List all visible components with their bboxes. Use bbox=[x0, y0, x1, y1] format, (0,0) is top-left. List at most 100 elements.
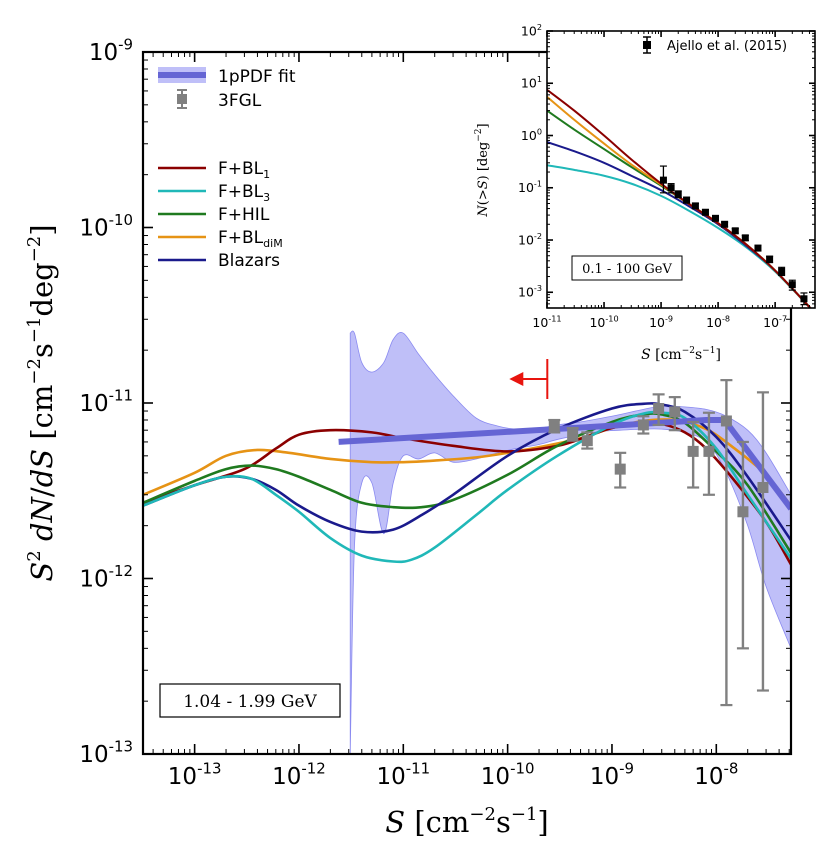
x-tick-label: 10-7 bbox=[763, 313, 787, 330]
x-tick-label: 10-8 bbox=[706, 313, 730, 330]
main-energy-box bbox=[159, 683, 341, 718]
inset-legend: Ajello et al. (2015) bbox=[643, 36, 787, 54]
legend-fit-label: 1pPDF fit bbox=[218, 67, 296, 87]
inset-data-point bbox=[778, 266, 786, 277]
inset-marker bbox=[778, 267, 786, 275]
inset-data-point bbox=[667, 183, 675, 194]
inset-marker bbox=[788, 281, 796, 289]
inset-axis-ticks: 10-11 10-10 10-9 10-8 10-7 10-3 10-2 10-1 100 101… bbox=[518, 22, 816, 330]
sensitivity-arrow bbox=[509, 359, 549, 400]
y-tick-label: 10-12 bbox=[79, 562, 133, 592]
main-y-axis-label: S2 dN/dS [cm−2s−1deg−2] bbox=[24, 224, 59, 581]
inset-marker bbox=[800, 295, 808, 303]
inset-plot-frame bbox=[546, 30, 816, 309]
inset-marker bbox=[711, 214, 719, 222]
legend-bl1-label: F+BL1 bbox=[218, 159, 270, 181]
inset-marker bbox=[691, 202, 699, 210]
inset-data-point bbox=[788, 279, 796, 291]
inset-series-line-bl1 bbox=[547, 88, 812, 308]
legend-fgl-label: 3FGL bbox=[218, 91, 262, 111]
inset-data-point bbox=[800, 292, 808, 306]
inset-energy-box bbox=[571, 255, 683, 281]
fgl-marker bbox=[548, 420, 560, 432]
inset-marker bbox=[721, 220, 729, 228]
y-tick-label: 10-13 bbox=[79, 738, 133, 768]
inset-points-group bbox=[659, 165, 808, 306]
fgl-marker bbox=[757, 482, 769, 494]
inset-data-point bbox=[766, 255, 774, 264]
inset-data-point bbox=[731, 227, 739, 235]
fgl-marker bbox=[669, 406, 681, 418]
y-tick-label: 100 bbox=[521, 126, 542, 143]
fgl-marker bbox=[653, 403, 665, 415]
inset-x-axis-label: S [cm−2s−1] bbox=[641, 346, 721, 363]
legend-blazars-label: Blazars bbox=[218, 251, 280, 271]
inset-marker bbox=[674, 190, 682, 198]
fgl-point bbox=[702, 411, 715, 496]
inset-marker bbox=[741, 234, 749, 242]
fgl-marker bbox=[637, 419, 649, 431]
fgl-marker bbox=[720, 415, 732, 427]
y-tick-label: 10-2 bbox=[518, 231, 542, 248]
fgl-point bbox=[668, 396, 681, 432]
fgl-marker bbox=[703, 445, 715, 457]
fgl-point bbox=[652, 393, 665, 427]
y-tick-label: 101 bbox=[521, 74, 542, 91]
main-legend: 1pPDF fit 3FGL F+BL1 F+BL3 F+HIL F+BLdiM… bbox=[158, 67, 296, 271]
x-tick-label: 10-11 bbox=[376, 760, 430, 790]
fgl-point bbox=[548, 418, 561, 434]
x-tick-label: 10-12 bbox=[272, 760, 326, 790]
inset-marker bbox=[731, 227, 739, 235]
fgl-point bbox=[687, 420, 700, 489]
inset-legend-label: Ajello et al. (2015) bbox=[667, 39, 787, 54]
inset-marker bbox=[683, 196, 691, 204]
inset-data-point bbox=[683, 196, 691, 204]
main-x-axis-label: S [cm−2s−1] bbox=[385, 804, 548, 839]
y-tick-label: 10-10 bbox=[79, 211, 133, 241]
inset-series-group bbox=[547, 88, 812, 308]
x-tick-label: 10-9 bbox=[590, 760, 634, 790]
y-tick-label: 10-9 bbox=[89, 36, 133, 66]
x-tick-label: 10-10 bbox=[589, 313, 618, 330]
fgl-marker bbox=[567, 429, 579, 441]
main-energy-label: 1.04 - 1.99 GeV bbox=[183, 692, 317, 712]
fgl-point bbox=[581, 431, 594, 450]
y-tick-label: 10-3 bbox=[518, 283, 542, 300]
fgl-marker bbox=[737, 506, 749, 518]
legend-bldim-label: F+BLdiM bbox=[218, 228, 283, 250]
x-tick-label: 10-9 bbox=[649, 313, 673, 330]
inset-legend-marker bbox=[643, 41, 651, 49]
inset-data-point bbox=[741, 234, 749, 242]
inset-data-point bbox=[701, 208, 709, 216]
fgl-marker bbox=[581, 435, 593, 447]
y-tick-label: 102 bbox=[521, 22, 542, 39]
inset-y-axis-label: N(>S) [deg−2] bbox=[474, 123, 491, 217]
inset-data-point bbox=[659, 165, 667, 194]
x-tick-label: 10-13 bbox=[168, 760, 222, 790]
inset-data-point bbox=[711, 214, 719, 222]
inset-data-point bbox=[754, 244, 762, 252]
fgl-marker bbox=[687, 445, 699, 457]
legend-hil-label: F+HIL bbox=[218, 205, 270, 225]
x-tick-label: 10-10 bbox=[481, 760, 535, 790]
inset-marker bbox=[754, 244, 762, 252]
series-line-bldim bbox=[143, 418, 791, 507]
fit-best-line bbox=[338, 417, 791, 511]
inset-data-point bbox=[691, 202, 699, 210]
fgl-point bbox=[736, 440, 749, 650]
legend-fgl-marker bbox=[177, 94, 187, 104]
legend-bl3-label: F+BL3 bbox=[218, 182, 270, 204]
inset-marker bbox=[667, 184, 675, 192]
fgl-point bbox=[637, 415, 650, 435]
inset-data-point bbox=[721, 220, 729, 228]
fgl-marker bbox=[614, 463, 626, 475]
inset-energy-label: 0.1 - 100 GeV bbox=[582, 262, 672, 277]
fgl-point bbox=[756, 391, 769, 692]
fgl-point bbox=[566, 426, 579, 442]
inset-marker bbox=[766, 255, 774, 263]
inset-data-point bbox=[674, 190, 682, 199]
inset-marker bbox=[701, 208, 709, 216]
sensitivity-arrow-head bbox=[509, 372, 524, 387]
fgl-point bbox=[614, 451, 627, 489]
